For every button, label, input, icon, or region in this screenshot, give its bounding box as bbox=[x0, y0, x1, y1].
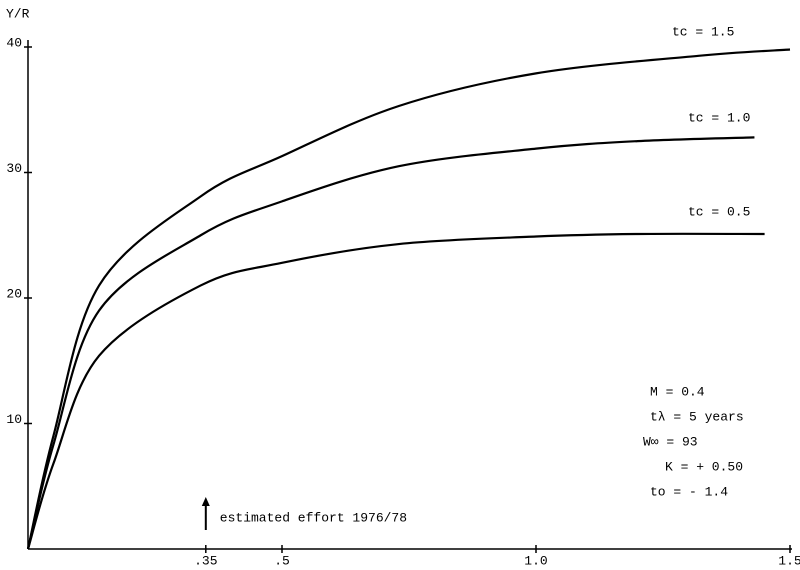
x-tick-label: .35 bbox=[194, 553, 217, 568]
y-tick-label: 10 bbox=[6, 412, 22, 427]
parameter: M = 0.4 bbox=[650, 384, 705, 399]
series-label: tc = 0.5 bbox=[688, 204, 750, 219]
annotation: estimated effort 1976/78 bbox=[220, 510, 407, 525]
curve bbox=[26, 232, 765, 550]
parameter: W∞ = 93 bbox=[643, 434, 698, 449]
y-axis-label: Y/R bbox=[6, 6, 30, 21]
y-tick-label: 40 bbox=[6, 35, 22, 50]
parameter: K = + 0.50 bbox=[665, 459, 743, 474]
series-label: tc = 1.5 bbox=[672, 24, 734, 39]
parameter: tλ = 5 years bbox=[650, 409, 744, 424]
series-label: tc = 1.0 bbox=[688, 110, 750, 125]
y-tick-label: 30 bbox=[6, 161, 22, 176]
arrow-head bbox=[201, 497, 210, 506]
curve bbox=[26, 136, 755, 550]
curve bbox=[26, 48, 791, 550]
x-tick-label: .5 bbox=[274, 553, 290, 568]
parameter: to = - 1.4 bbox=[650, 484, 728, 499]
x-tick-label: 1.0 bbox=[524, 553, 547, 568]
x-tick-label: 1.5 bbox=[778, 553, 800, 568]
y-tick-label: 20 bbox=[6, 286, 22, 301]
